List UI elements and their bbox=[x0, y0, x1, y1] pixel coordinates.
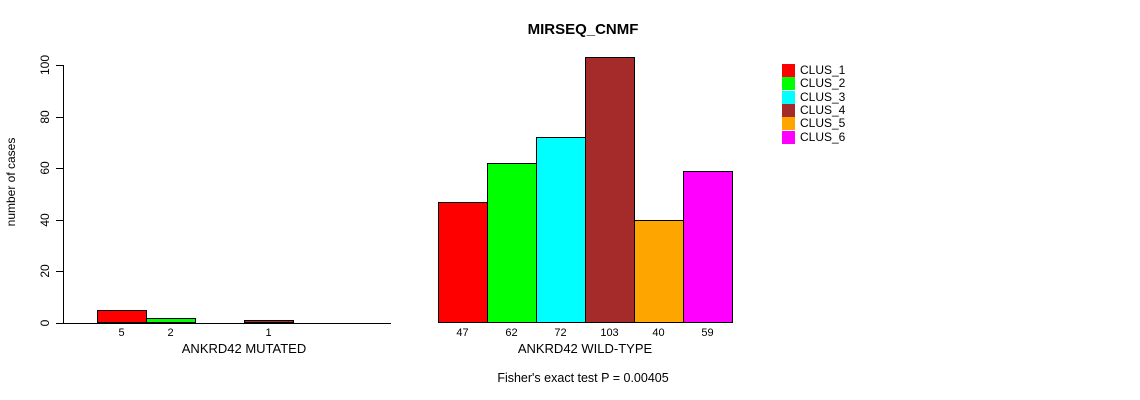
legend-item: CLUS_6 bbox=[782, 131, 845, 144]
bar-count-label: 5 bbox=[118, 327, 125, 339]
bar-count-label: 47 bbox=[456, 327, 469, 339]
bar-clus-5 bbox=[634, 220, 684, 323]
legend-swatch-icon bbox=[782, 91, 795, 104]
bar-count-label: 1 bbox=[265, 327, 272, 339]
y-tick-label: 60 bbox=[38, 161, 52, 175]
y-tick-label: 100 bbox=[38, 54, 52, 76]
legend-swatch-icon bbox=[782, 77, 795, 90]
y-tick-label: 80 bbox=[38, 110, 52, 124]
y-tick-label: 20 bbox=[38, 264, 52, 278]
legend-item: CLUS_5 bbox=[782, 117, 845, 130]
legend-item-label: CLUS_2 bbox=[800, 76, 846, 90]
bar-clus-2 bbox=[487, 163, 537, 323]
y-axis-line bbox=[63, 65, 64, 323]
y-tick-mark bbox=[56, 323, 63, 324]
bar-clus-3 bbox=[536, 137, 586, 323]
y-tick-label: 0 bbox=[38, 319, 52, 327]
legend-item-label: CLUS_3 bbox=[800, 90, 846, 104]
bar-count-label: 62 bbox=[505, 327, 518, 339]
y-tick-mark bbox=[56, 117, 63, 118]
group-axis-label: ANKRD42 WILD-TYPE bbox=[517, 341, 653, 356]
bar-count-label: 59 bbox=[701, 327, 714, 339]
x-axis-baseline bbox=[63, 323, 391, 324]
legend-swatch-icon bbox=[782, 131, 795, 144]
bar-count-label: 2 bbox=[167, 327, 174, 339]
legend-item: CLUS_2 bbox=[782, 77, 845, 90]
legend-item-label: CLUS_6 bbox=[800, 130, 846, 144]
fisher-test-annotation: Fisher's exact test P = 0.00405 bbox=[497, 371, 669, 385]
legend-swatch-icon bbox=[782, 64, 795, 77]
y-tick-mark bbox=[56, 168, 63, 169]
y-tick-mark bbox=[56, 271, 63, 272]
bar-clus-1 bbox=[97, 310, 147, 323]
y-axis-label: number of cases bbox=[4, 137, 18, 227]
legend-item-label: CLUS_5 bbox=[800, 116, 846, 130]
legend-item: CLUS_4 bbox=[782, 104, 845, 117]
bar-clus-1 bbox=[438, 202, 488, 323]
y-tick-label: 40 bbox=[38, 213, 52, 227]
y-tick-mark bbox=[56, 65, 63, 66]
bar-clus-4 bbox=[244, 320, 294, 323]
bar-clus-4 bbox=[585, 57, 635, 323]
chart-title: MIRSEQ_CNMF bbox=[527, 21, 639, 38]
bar-clus-2 bbox=[146, 318, 196, 323]
bar-clus-6 bbox=[683, 171, 733, 323]
bar-count-label: 103 bbox=[600, 327, 619, 339]
group-axis-label: ANKRD42 MUTATED bbox=[181, 341, 307, 356]
y-tick-mark bbox=[56, 220, 63, 221]
legend-item: CLUS_1 bbox=[782, 64, 845, 77]
legend-swatch-icon bbox=[782, 104, 795, 117]
legend-item: CLUS_3 bbox=[782, 91, 845, 104]
bar-count-label: 72 bbox=[554, 327, 567, 339]
legend-item-label: CLUS_1 bbox=[800, 63, 846, 77]
legend-item-label: CLUS_4 bbox=[800, 103, 846, 117]
bar-count-label: 40 bbox=[652, 327, 665, 339]
legend-swatch-icon bbox=[782, 117, 795, 130]
